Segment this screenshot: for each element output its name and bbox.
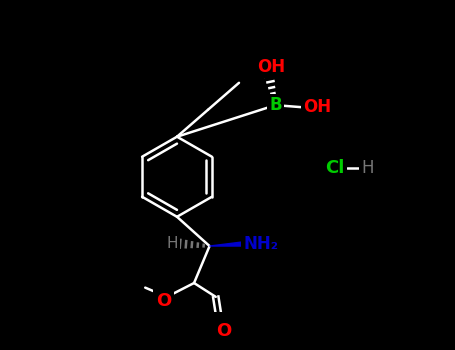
Text: Cl: Cl (324, 159, 344, 176)
Text: H: H (361, 159, 374, 176)
Text: B: B (269, 96, 282, 114)
Text: OH: OH (303, 98, 331, 117)
Text: O: O (216, 322, 231, 340)
Text: NH₂: NH₂ (243, 235, 278, 253)
Polygon shape (210, 241, 247, 246)
Text: H: H (167, 236, 178, 251)
Text: O: O (156, 292, 172, 310)
Text: OH: OH (257, 58, 285, 76)
